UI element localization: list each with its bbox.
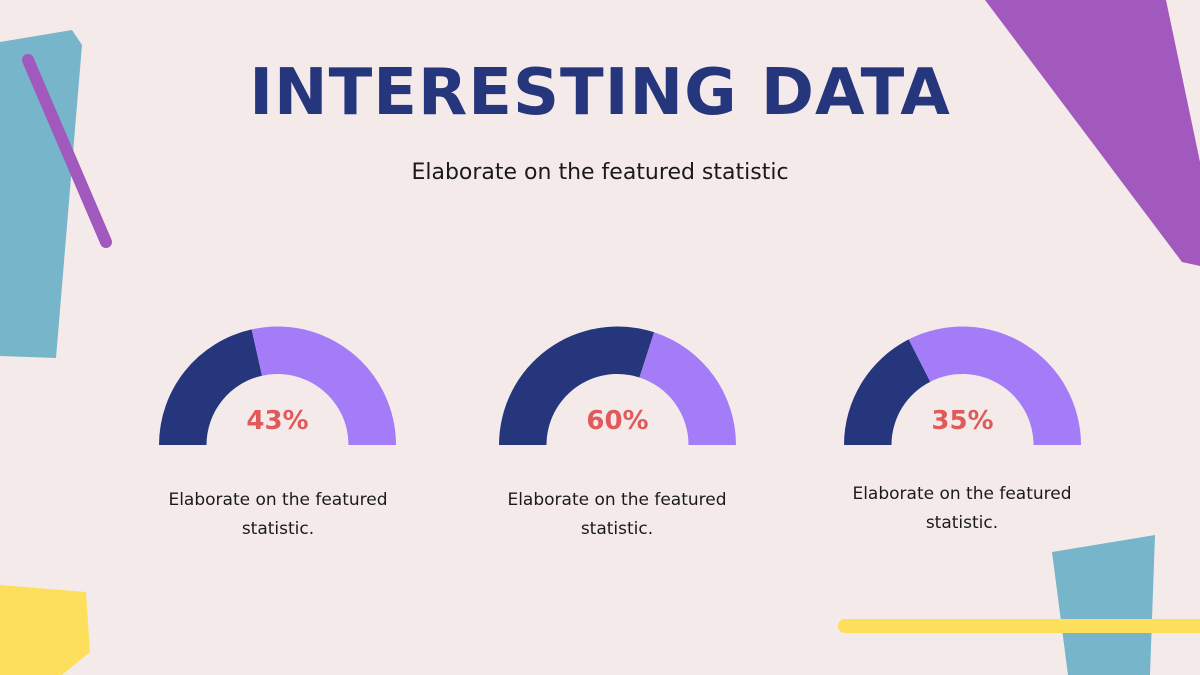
gauge-2-value-label: 60%	[586, 406, 648, 436]
gauge-2-remaining-arc	[639, 332, 736, 445]
purple-stripe-top-left	[22, 54, 112, 248]
gauge-2-filled-arc	[499, 326, 655, 445]
gauge-3-caption: Elaborate on the featured statistic.	[852, 484, 1072, 533]
gauge-3-remaining-arc	[908, 326, 1081, 445]
gauge-2-caption: Elaborate on the featured statistic.	[507, 490, 727, 539]
purple-triangle-top-right	[985, 0, 1200, 266]
teal-panel-top-left	[0, 30, 82, 358]
teal-panel-bottom-right	[1052, 535, 1155, 675]
gauge-3-value-label: 35%	[931, 406, 993, 436]
gauge-3-filled-arc	[844, 339, 931, 445]
gauge-1-value-label: 43%	[246, 406, 308, 436]
slide-title: INTERESTING DATA	[249, 56, 951, 130]
gauge-1-filled-arc	[159, 329, 263, 445]
yellow-shape-bottom-left	[0, 585, 90, 675]
slide-subtitle: Elaborate on the featured statistic	[411, 160, 789, 185]
gauge-1-remaining-arc	[251, 326, 396, 445]
gauge-1-caption: Elaborate on the featured statistic.	[168, 490, 388, 539]
